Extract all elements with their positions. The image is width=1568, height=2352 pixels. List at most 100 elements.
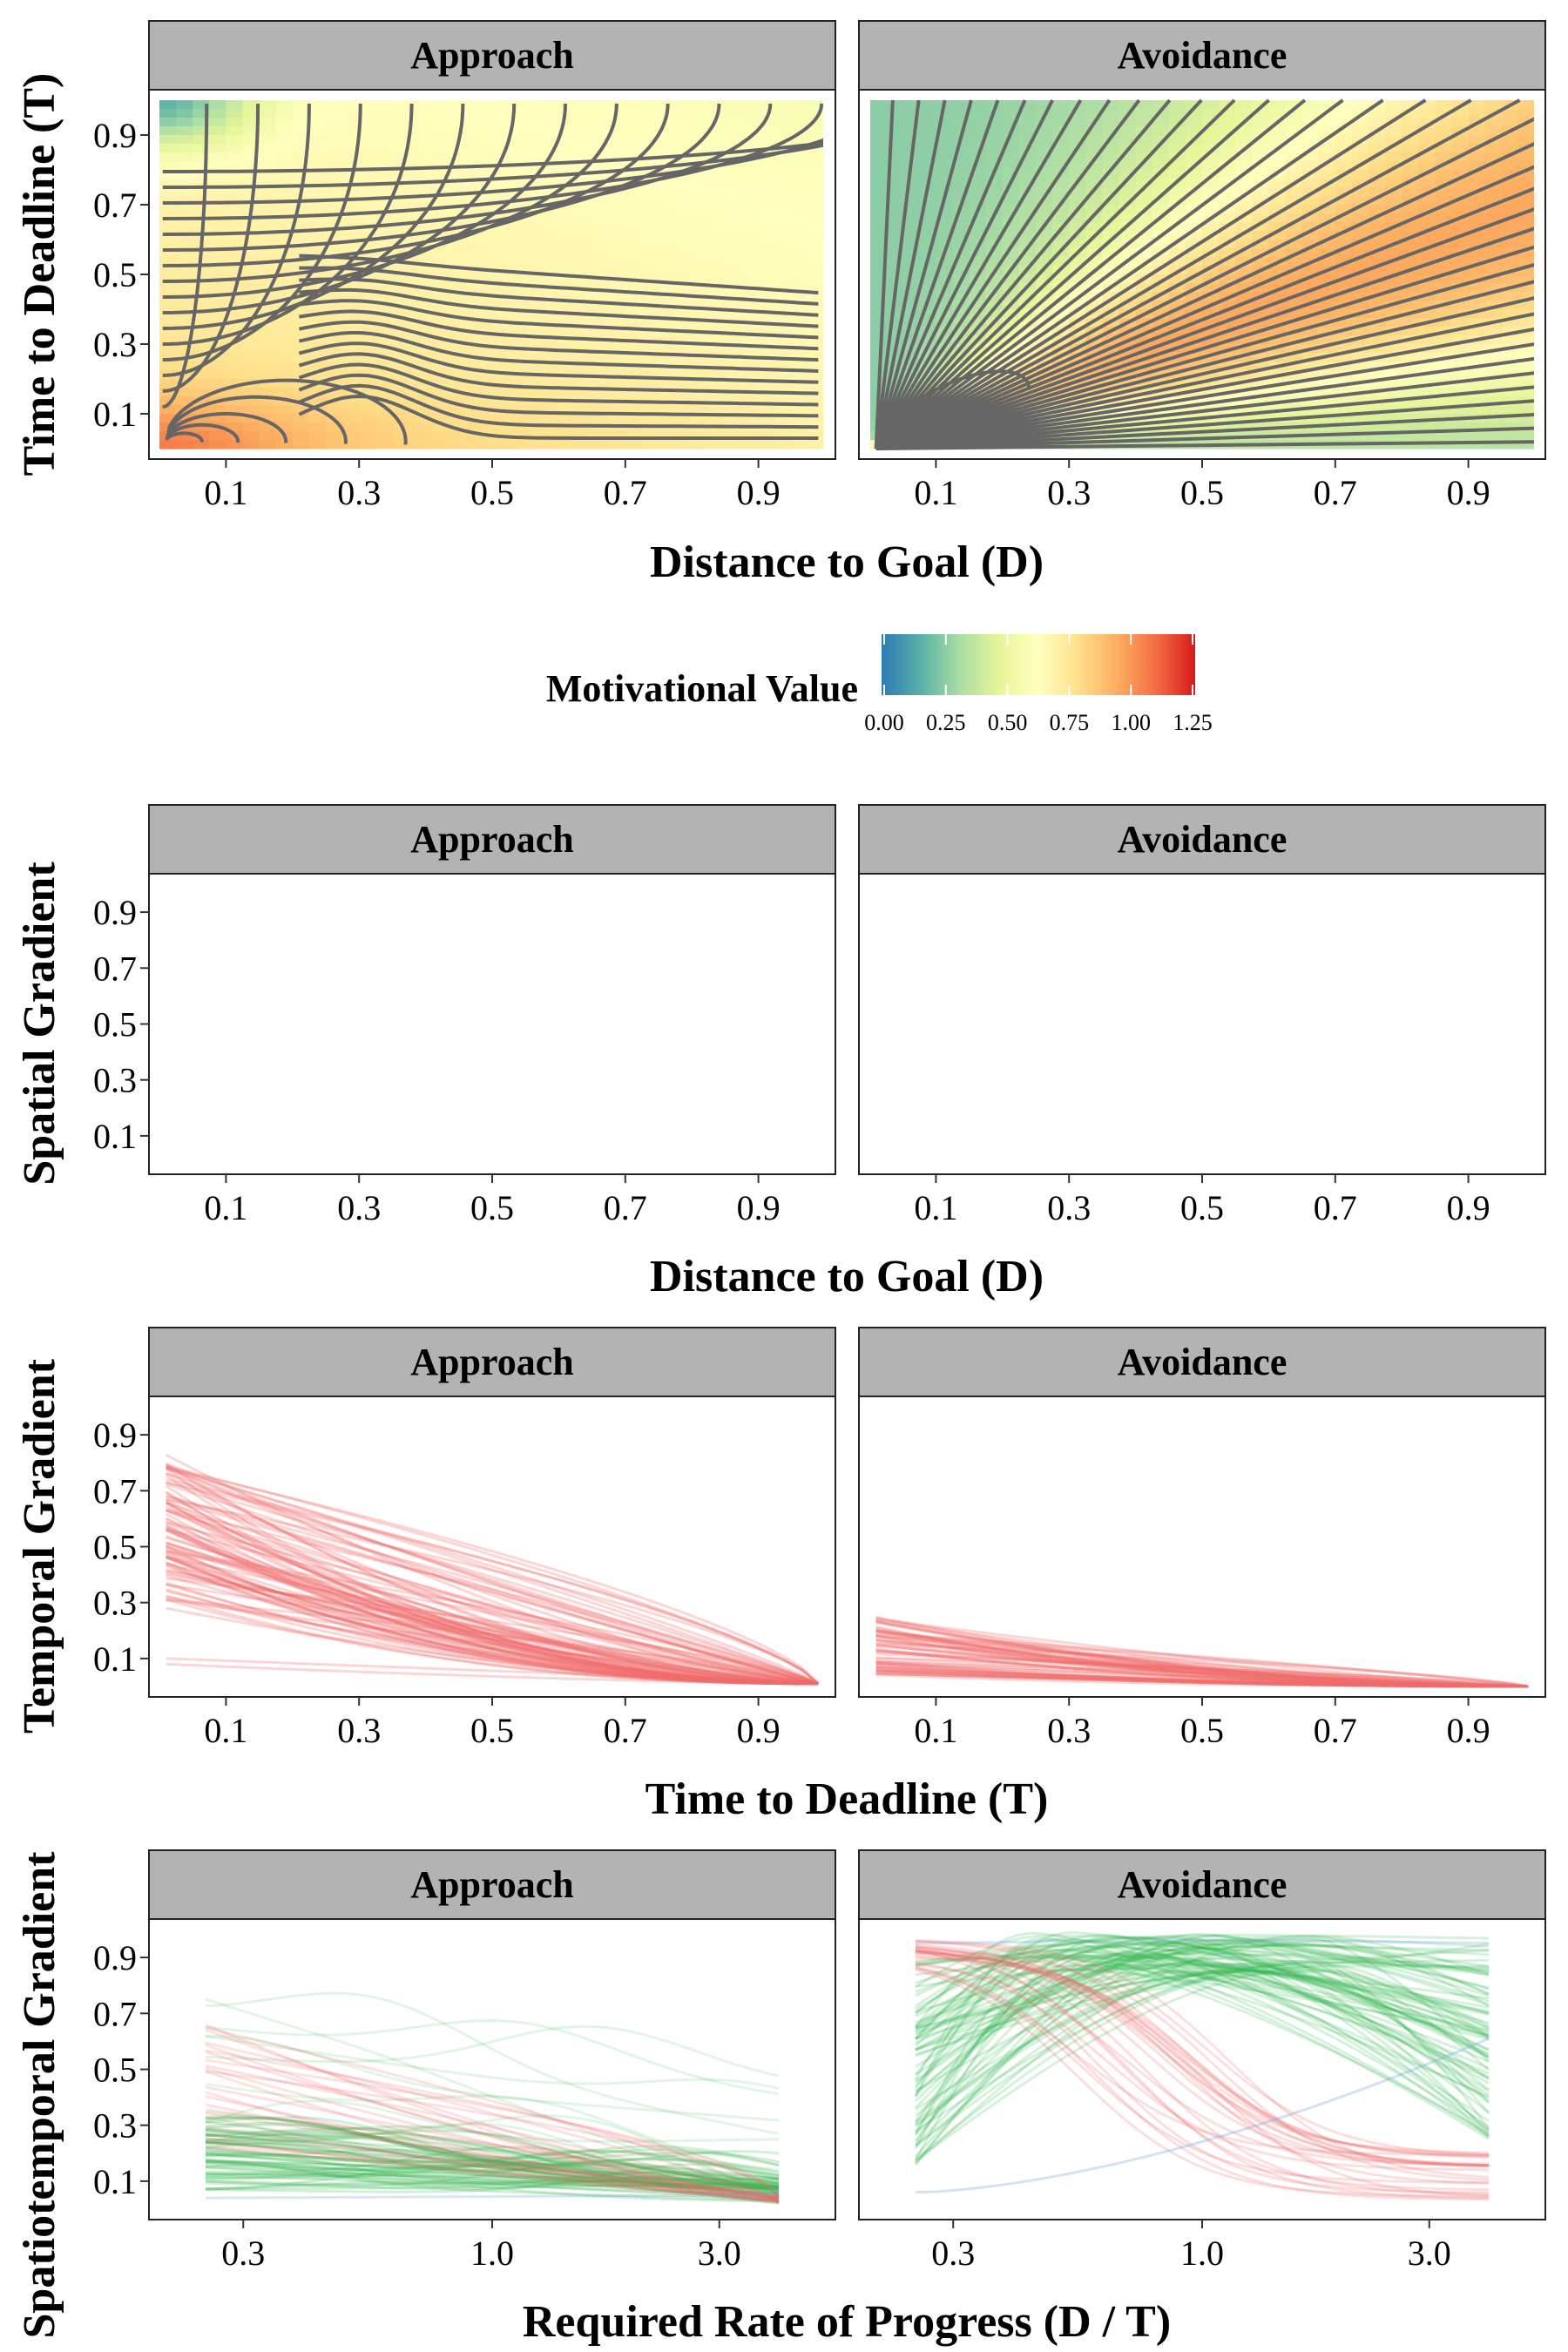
- heat-cell: [326, 301, 343, 310]
- heat-cell: [692, 248, 709, 258]
- heat-cell: [808, 213, 823, 223]
- heat-cell: [1036, 161, 1053, 171]
- heat-cell: [159, 379, 177, 389]
- heat-cell: [1301, 318, 1320, 328]
- spatiotemporal-line: [205, 2024, 780, 2203]
- heat-cell: [1351, 274, 1369, 284]
- heat-cell: [1219, 231, 1236, 240]
- heat-cell: [409, 144, 427, 153]
- heat-cell: [1301, 396, 1320, 406]
- heat-cell: [725, 109, 743, 118]
- heat-cell: [1168, 283, 1186, 293]
- heat-cell: [1451, 257, 1470, 267]
- heat-cell: [1268, 240, 1287, 249]
- heat-cell: [608, 205, 626, 214]
- heat-cell: [275, 414, 294, 423]
- heat-cell: [575, 431, 593, 441]
- heat-cell: [1036, 118, 1053, 127]
- heat-cell: [159, 396, 177, 406]
- heat-cell: [1435, 396, 1453, 406]
- heat-cell: [558, 431, 577, 441]
- heat-cell: [425, 396, 443, 406]
- heat-cell: [608, 248, 626, 258]
- heat-cell: [985, 344, 1004, 354]
- temporal-line: [166, 1483, 819, 1686]
- heat-cell: [741, 344, 760, 354]
- strip-label-avoidance: Avoidance: [1118, 1341, 1288, 1383]
- heat-cell: [1168, 231, 1186, 240]
- heat-cell: [870, 144, 887, 153]
- heat-cell: [308, 109, 327, 118]
- heat-cell: [242, 335, 260, 345]
- temporal-line: [166, 1561, 819, 1686]
- heat-cell: [475, 222, 493, 232]
- heat-cell: [1451, 109, 1470, 118]
- heat-cell: [808, 231, 823, 240]
- heat-cell: [492, 440, 510, 449]
- heat-cell: [1318, 405, 1336, 415]
- heat-cell: [1351, 318, 1369, 328]
- heat-cell: [1252, 388, 1269, 397]
- heat-cell: [1036, 179, 1053, 188]
- heat-cell: [725, 292, 743, 301]
- heat-cell: [1202, 318, 1220, 328]
- heat-cell: [458, 196, 476, 206]
- heat-cell: [1484, 353, 1503, 362]
- heat-cell: [608, 370, 626, 380]
- heat-cell: [492, 274, 510, 284]
- heat-cell: [509, 422, 526, 432]
- spatiotemporal-line: [205, 2139, 780, 2186]
- contour-line: [298, 383, 819, 429]
- heat-cell: [625, 152, 643, 162]
- heat-cell: [525, 187, 543, 197]
- heat-cell: [425, 257, 443, 267]
- heat-cell: [409, 379, 427, 389]
- heat-cell: [591, 257, 610, 267]
- heat-cell: [575, 327, 593, 336]
- heat-cell: [392, 100, 410, 110]
- heat-cell: [1468, 109, 1486, 118]
- heat-cell: [1468, 266, 1486, 275]
- heat-cell: [985, 283, 1004, 293]
- heat-cell: [1335, 388, 1353, 397]
- heat-cell: [525, 405, 543, 415]
- heat-cell: [741, 440, 760, 449]
- spatial-facet-approach: Approach: [148, 804, 836, 1175]
- heat-cell: [1252, 126, 1269, 136]
- heat-cell: [525, 205, 543, 214]
- heat-cell: [1135, 196, 1153, 206]
- heat-cell: [1202, 388, 1220, 397]
- heat-cell: [475, 170, 493, 179]
- spatiotemporal-line: [205, 2153, 780, 2181]
- heat-cell: [641, 118, 659, 127]
- heat-cell: [1036, 187, 1053, 197]
- heat-cell: [1069, 301, 1086, 310]
- heat-cell: [1102, 414, 1120, 423]
- heat-cell: [359, 344, 376, 354]
- heat-cell: [193, 266, 210, 275]
- heat-cell: [575, 240, 593, 249]
- heat-cell: [1435, 422, 1453, 432]
- temporal-line: [875, 1644, 1529, 1688]
- heat-cell: [425, 152, 443, 162]
- heat-cell: [326, 370, 343, 380]
- spatiotemporal-line: [205, 2112, 780, 2200]
- x-tick-label: 0.7: [604, 473, 647, 512]
- spatiotemporal-line: [915, 1951, 1490, 2159]
- heat-cell: [985, 152, 1004, 162]
- heat-cell: [458, 135, 476, 145]
- heat-cell: [525, 257, 543, 267]
- heat-cell: [542, 379, 559, 389]
- heat-cell: [525, 440, 543, 449]
- heat-cell: [326, 231, 343, 240]
- heat-cell: [359, 431, 376, 441]
- heat-cell: [1468, 170, 1486, 179]
- temporal-line: [166, 1549, 819, 1686]
- spatial-facet-avoidance: Avoidance: [858, 804, 1546, 1175]
- heat-cell: [1235, 152, 1253, 162]
- heat-cell: [342, 379, 360, 389]
- spatiotemporal-line: [915, 1946, 1490, 2168]
- heat-cell: [1252, 353, 1269, 362]
- spatiotemporal-line: [915, 1950, 1490, 2200]
- heat-cell: [774, 283, 793, 293]
